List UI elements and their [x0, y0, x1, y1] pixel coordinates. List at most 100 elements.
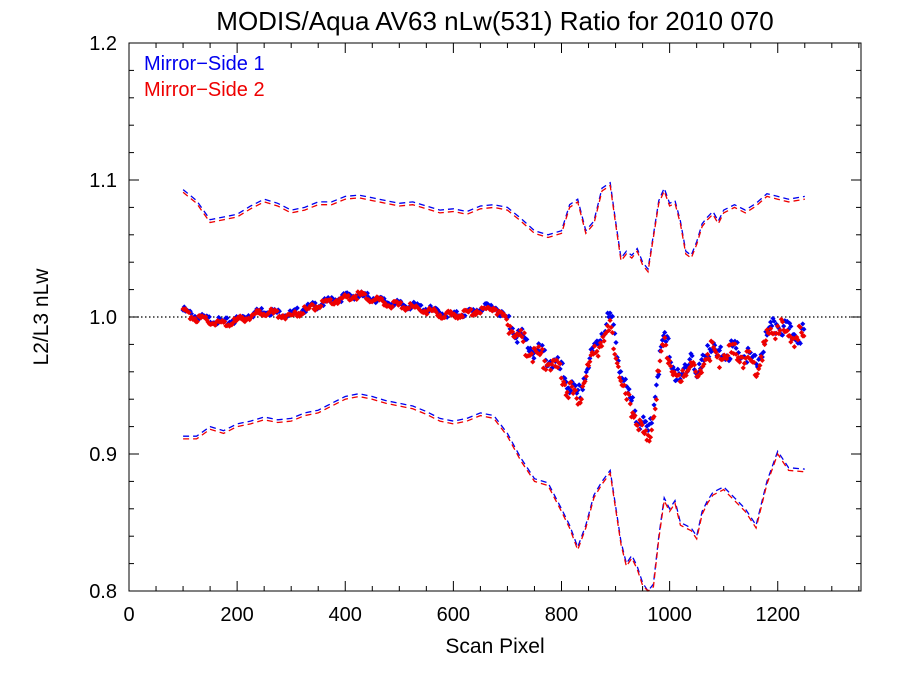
series-2-point — [709, 339, 715, 346]
series-2-point — [685, 367, 692, 373]
series-2-point — [668, 363, 674, 369]
series-2-point — [732, 341, 738, 347]
series-1-point — [603, 321, 610, 328]
x-axis: 0 200 400 600 800 1000 1200 — [123, 43, 860, 626]
series-2-point — [569, 383, 575, 390]
series-1-point — [716, 347, 723, 354]
series-2-point — [740, 365, 746, 371]
series-1-point — [643, 418, 649, 425]
plot-area — [129, 181, 861, 593]
series-2-point — [431, 306, 437, 312]
series-2-point — [795, 337, 801, 343]
series-2-point — [543, 367, 549, 373]
series-2-point — [521, 330, 528, 336]
series-2-point — [532, 346, 538, 352]
series-2-point — [766, 330, 773, 337]
series-1-point — [653, 382, 660, 388]
series-2-point — [505, 322, 511, 328]
series-2-point — [198, 315, 204, 321]
series-2-point — [728, 349, 734, 356]
series-1-point — [411, 299, 417, 305]
series-2-point — [562, 382, 568, 388]
series-1-point — [568, 388, 574, 394]
series-1-point — [618, 368, 624, 375]
series-1-point — [644, 423, 650, 429]
series-2-point — [621, 382, 627, 388]
series-2-point — [509, 329, 516, 335]
series-1-point — [696, 361, 702, 367]
y-tick-label: 0.9 — [89, 444, 117, 466]
series-2-point — [693, 369, 699, 375]
series-1-point — [287, 308, 293, 314]
series-2-point — [527, 352, 533, 358]
series-1-point — [791, 332, 797, 338]
series-2-point — [733, 351, 739, 357]
series-2-point — [222, 319, 228, 325]
series-2-point — [256, 307, 262, 313]
series-2-point — [188, 314, 194, 320]
series-2-point — [599, 343, 605, 349]
series-2-point — [565, 395, 572, 401]
series-2-point — [700, 363, 706, 370]
series-2-point — [536, 344, 542, 350]
series-2-point — [772, 336, 778, 342]
series-2-point — [746, 348, 752, 355]
series-2-point — [775, 323, 781, 329]
series-1-point — [294, 305, 300, 311]
series-2-point — [703, 356, 709, 362]
series-2-point — [197, 312, 203, 319]
series-2-point — [787, 333, 793, 339]
series-2-point — [676, 372, 682, 378]
series-2-point — [182, 306, 189, 312]
series-2-point — [493, 306, 499, 313]
x-tick-label: 1200 — [755, 604, 800, 626]
series-2-point — [335, 300, 341, 307]
series-2-point — [658, 348, 664, 354]
series-2-point — [725, 353, 731, 359]
series-1-point — [628, 398, 635, 404]
series-1-point — [302, 309, 309, 315]
series-2-point — [753, 373, 759, 380]
series-2-point — [600, 334, 606, 340]
series-2-point — [784, 328, 790, 334]
series-1-point — [583, 369, 589, 375]
series-2-point — [601, 338, 607, 344]
series-2-point — [205, 319, 211, 325]
series-2-point — [763, 338, 769, 344]
series-2-point — [697, 367, 704, 373]
x-tick-label: 0 — [123, 604, 134, 626]
series-2-point — [631, 414, 637, 421]
series-2-point — [797, 324, 803, 330]
series-2-point — [352, 293, 359, 299]
series-1-point — [268, 312, 274, 318]
series-2-point — [582, 378, 588, 384]
series-2-point — [557, 361, 563, 367]
series-1-point — [559, 360, 566, 366]
series-2-point — [468, 306, 474, 313]
series-1-point — [662, 329, 668, 336]
series-1-point — [685, 362, 692, 369]
series-1-point — [300, 307, 306, 313]
series-2-point — [213, 319, 219, 325]
series-2-point — [499, 309, 505, 316]
series-1-point — [531, 355, 537, 361]
y-tick-label: 0.8 — [89, 581, 117, 603]
series-2-point — [754, 371, 761, 377]
series-2-point — [253, 310, 259, 317]
series-2-point — [588, 352, 594, 358]
series-1-point — [663, 339, 669, 345]
series-2-point — [203, 314, 209, 320]
series-2-point — [611, 346, 617, 352]
series-1-point — [760, 349, 767, 355]
series-2-point — [618, 378, 624, 384]
series-1-point — [801, 326, 807, 332]
series-2-lower-line — [183, 395, 805, 592]
series-2-point — [551, 358, 557, 364]
series-2-point — [683, 372, 689, 378]
series-2-point — [398, 299, 404, 306]
series-2-point — [762, 341, 768, 348]
series-1-point — [726, 358, 732, 364]
series-2-point — [342, 292, 348, 298]
series-2-point — [595, 353, 601, 359]
